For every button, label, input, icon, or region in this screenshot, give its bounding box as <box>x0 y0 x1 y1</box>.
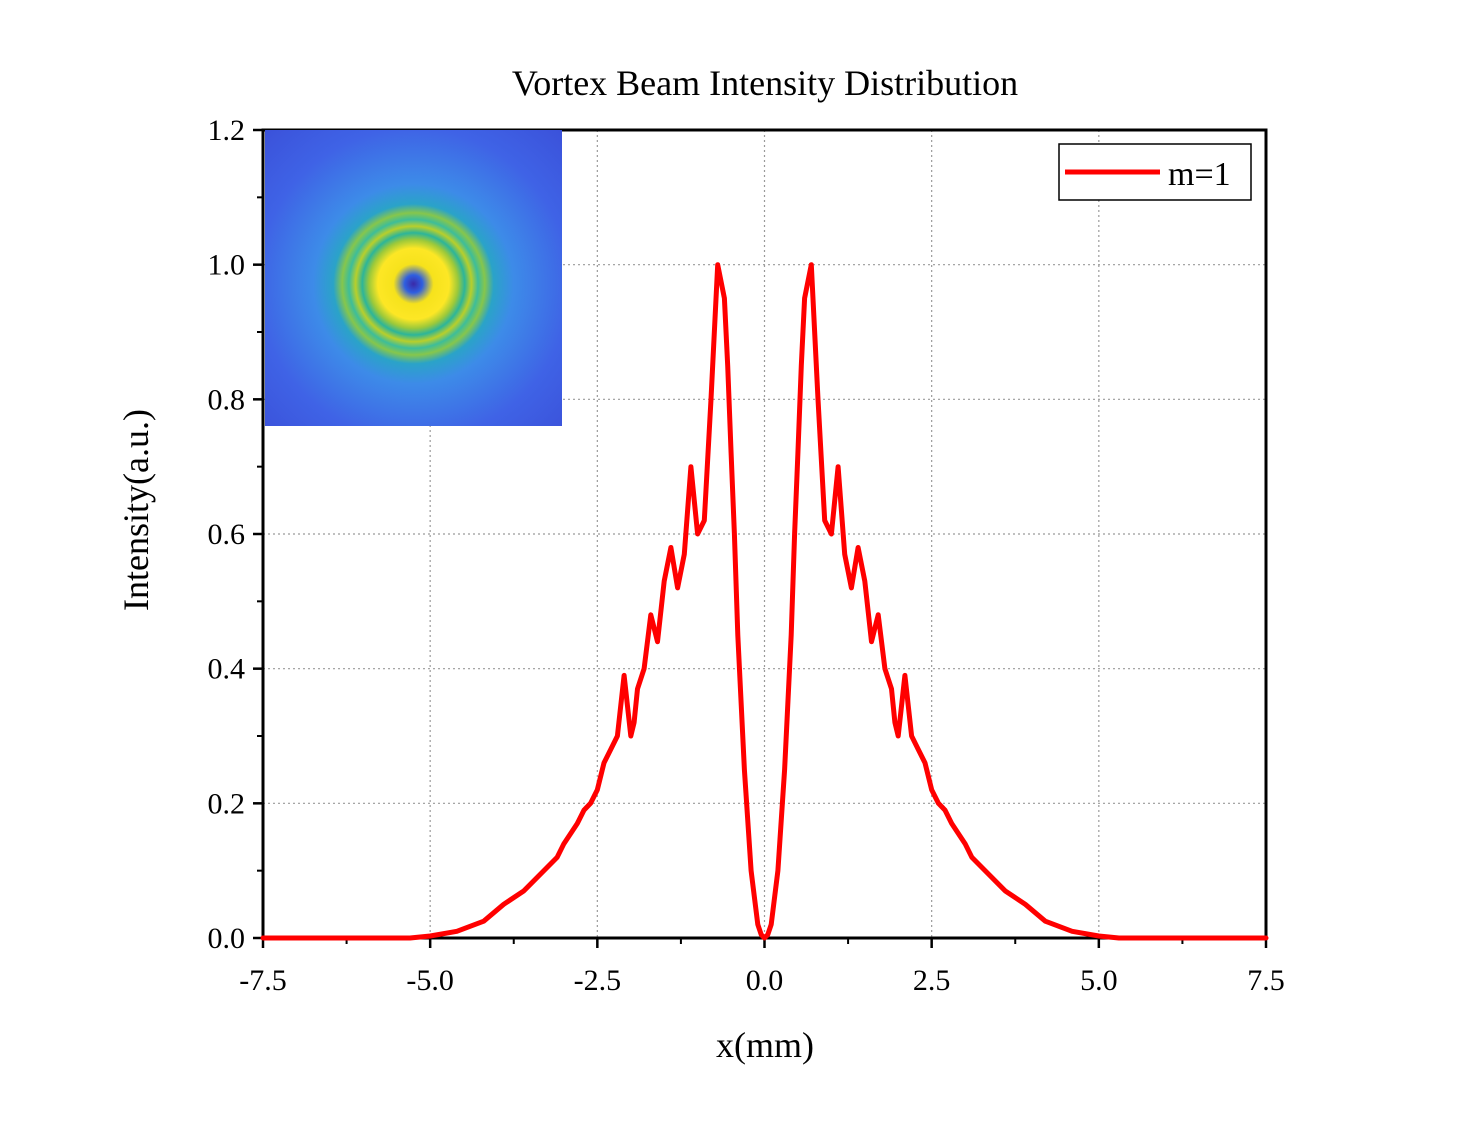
y-tick-label: 1.0 <box>208 249 246 282</box>
y-tick-label: 0.4 <box>208 653 246 686</box>
legend-label-m1: m=1 <box>1168 156 1231 193</box>
x-tick-label: -7.5 <box>239 964 287 997</box>
x-tick-label: 5.0 <box>1080 964 1118 997</box>
x-tick-label: -5.0 <box>406 964 454 997</box>
x-tick-label: -2.5 <box>574 964 622 997</box>
x-tick-label: 7.5 <box>1247 964 1285 997</box>
grid-lines <box>263 130 1266 938</box>
y-axis-label: Intensity(a.u.) <box>116 409 156 611</box>
legend: m=1 <box>1058 143 1252 201</box>
axis-ticks: -7.5 -5.0 -2.5 0.0 2.5 5.0 7.5 0.0 0.2 0.4 0.6 0.8 1… <box>208 114 1285 997</box>
vortex-beam-intensity-image <box>265 130 562 426</box>
x-tick-label: 0.0 <box>746 964 784 997</box>
y-tick-label: 0.6 <box>208 518 246 551</box>
series-line-m1 <box>260 262 1269 941</box>
y-tick-label: 0.8 <box>208 383 246 416</box>
chart-title: Vortex Beam Intensity Distribution <box>512 63 1018 103</box>
y-tick-label: 1.2 <box>208 114 246 147</box>
inset-image <box>265 130 562 426</box>
x-axis-label: x(mm) <box>716 1025 814 1065</box>
x-tick-label: 2.5 <box>913 964 951 997</box>
y-tick-label: 0.0 <box>208 922 246 955</box>
y-tick-label: 0.2 <box>208 787 246 820</box>
